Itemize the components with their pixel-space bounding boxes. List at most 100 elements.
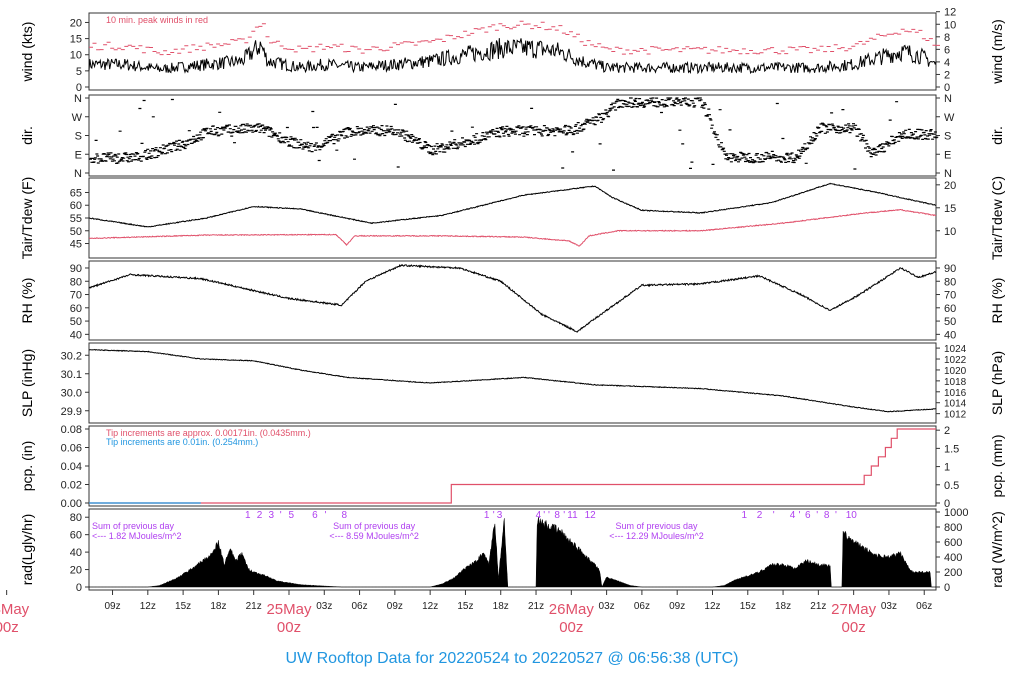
rad-hour-label: 1 <box>741 510 747 521</box>
ytick-label-rh: 70 <box>70 290 82 302</box>
rad-hour-label: 10 <box>846 510 858 521</box>
x-tick-label: 15z <box>740 601 756 612</box>
ytick-label-radiation: 80 <box>70 512 82 524</box>
ytick-label-wind: 15 <box>70 34 82 46</box>
rad-hour-label: ' <box>773 510 775 521</box>
x-tick-label: 15z <box>457 601 473 612</box>
series-direction <box>89 97 939 171</box>
x-day-hour-label: 00z <box>277 619 301 636</box>
series-wind-peak <box>89 20 940 56</box>
x-tick-label: 06z <box>916 601 932 612</box>
x-tick-label: 09z <box>104 601 120 612</box>
series-pcp-approx <box>89 428 936 504</box>
rad-hour-label: 6 <box>312 510 318 521</box>
ytick-right-label-precip: 1.5 <box>944 443 959 455</box>
ytick-right-label-temperature: 10 <box>944 226 956 238</box>
ytick-label-precip: 0.08 <box>61 424 82 436</box>
rad-hour-label: 1 <box>484 510 490 521</box>
ytick-label-temperature: 60 <box>70 200 82 212</box>
series-rh <box>88 264 937 333</box>
rad-hour-label: ' <box>548 510 550 521</box>
x-tick-label: 09z <box>387 601 403 612</box>
ylabel-radiation: rad(Lgly/hr) <box>19 514 35 586</box>
rad-daily-sum-label: Sum of previous day <box>615 521 698 531</box>
ytick-right-label-precip: 0.5 <box>944 480 959 492</box>
ylabel-right-temperature: Tair/Tdew (C) <box>989 176 1005 260</box>
plot-wind <box>88 20 940 75</box>
ytick-right-label-radiation: 600 <box>944 537 962 549</box>
rad-hour-label: 5 <box>289 510 295 521</box>
x-tick-label: 18z <box>210 601 226 612</box>
ytick-label-rh: 80 <box>70 276 82 288</box>
ytick-label-slp: 30.1 <box>61 369 82 381</box>
x-tick-label: 15z <box>175 601 191 612</box>
ytick-right-label-direction: N <box>944 93 952 105</box>
ylabel-direction: dir. <box>19 126 35 145</box>
ylabel-temperature: Tair/Tdew (F) <box>19 177 35 259</box>
plot-precip <box>89 428 936 504</box>
rad-daily-sum-label: Sum of previous day <box>92 521 175 531</box>
rad-hour-label: 6 <box>805 510 811 521</box>
plot-direction <box>89 97 939 171</box>
rad-hour-label: 12 <box>585 510 597 521</box>
rad-hour-label: 4 <box>536 510 542 521</box>
ytick-label-wind: 10 <box>70 50 82 62</box>
ytick-right-label-rh: 70 <box>944 290 956 302</box>
rad-hour-label: 8 <box>341 510 347 521</box>
rad-hour-label: ' <box>324 510 326 521</box>
ytick-right-label-precip: 0 <box>944 498 950 510</box>
ytick-label-precip: 0.00 <box>61 498 82 510</box>
x-tick-label: 09z <box>669 601 685 612</box>
ytick-right-label-rh: 60 <box>944 303 956 315</box>
x-day-label: 26May <box>549 601 595 618</box>
ytick-right-label-slp: 1020 <box>944 366 967 377</box>
x-tick-label: 03z <box>316 601 332 612</box>
ytick-label-temperature: 50 <box>70 226 82 238</box>
ytick-right-label-direction: S <box>944 131 951 143</box>
x-tick-label: 12z <box>140 601 156 612</box>
rad-hour-label: 4 <box>790 510 796 521</box>
ytick-right-label-precip: 1 <box>944 462 950 474</box>
ytick-right-label-direction: W <box>944 112 955 124</box>
ytick-label-rh: 40 <box>70 329 82 341</box>
panel-frame-wind <box>88 12 937 91</box>
rad-hour-label: 2 <box>757 510 763 521</box>
series-slp <box>88 348 936 413</box>
ytick-right-label-wind: 0 <box>944 82 950 94</box>
ytick-right-label-radiation: 800 <box>944 522 962 534</box>
ytick-label-temperature: 55 <box>70 213 82 225</box>
ytick-right-label-temperature: 20 <box>944 180 956 192</box>
rad-hour-label: 3 <box>497 510 503 521</box>
rad-hour-label: ' <box>280 510 282 521</box>
plot-radiation <box>89 517 936 588</box>
ytick-label-direction: N <box>74 168 82 180</box>
ylabel-wind: wind (kts) <box>19 22 35 83</box>
series-tdew <box>88 209 937 247</box>
rad-hour-label: 11 <box>567 510 578 521</box>
panel-frame-rh <box>88 260 937 341</box>
x-tick-label: 12z <box>704 601 720 612</box>
ytick-label-direction: E <box>75 149 82 161</box>
ylabel-right-precip: pcp. (mm) <box>989 435 1005 498</box>
x-tick-label: 03z <box>599 601 615 612</box>
chart-title: UW Rooftop Data for 20220524 to 20220527… <box>285 650 739 667</box>
rad-hour-label: ' <box>835 510 837 521</box>
series-radiation <box>89 517 936 588</box>
ylabel-rh: RH (%) <box>19 278 35 324</box>
ytick-label-precip: 0.02 <box>61 480 82 492</box>
panel-frame-slp <box>88 342 937 424</box>
rad-daily-sum-value: <--- 1.82 MJoules/m^2 <box>92 531 182 541</box>
ytick-right-label-slp: 1024 <box>944 344 967 355</box>
ytick-label-direction: S <box>75 131 82 143</box>
x-day-hour-label: 00z <box>0 619 19 636</box>
ytick-right-label-rh: 50 <box>944 316 956 328</box>
ytick-right-label-temperature: 15 <box>944 203 956 215</box>
plot-slp <box>88 348 936 413</box>
ytick-label-radiation: 0 <box>76 582 82 594</box>
x-day-label: 27May <box>831 601 877 618</box>
wind-annotation: 10 min. peak winds in red <box>106 15 208 25</box>
ylabel-precip: pcp. (in) <box>19 441 35 492</box>
rad-hour-label: 8 <box>554 510 560 521</box>
ytick-right-label-wind: 8 <box>944 32 950 44</box>
ylabel-right-direction: dir. <box>989 126 1005 145</box>
